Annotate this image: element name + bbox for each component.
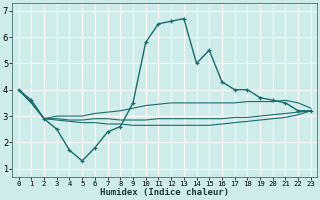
X-axis label: Humidex (Indice chaleur): Humidex (Indice chaleur): [100, 188, 229, 197]
